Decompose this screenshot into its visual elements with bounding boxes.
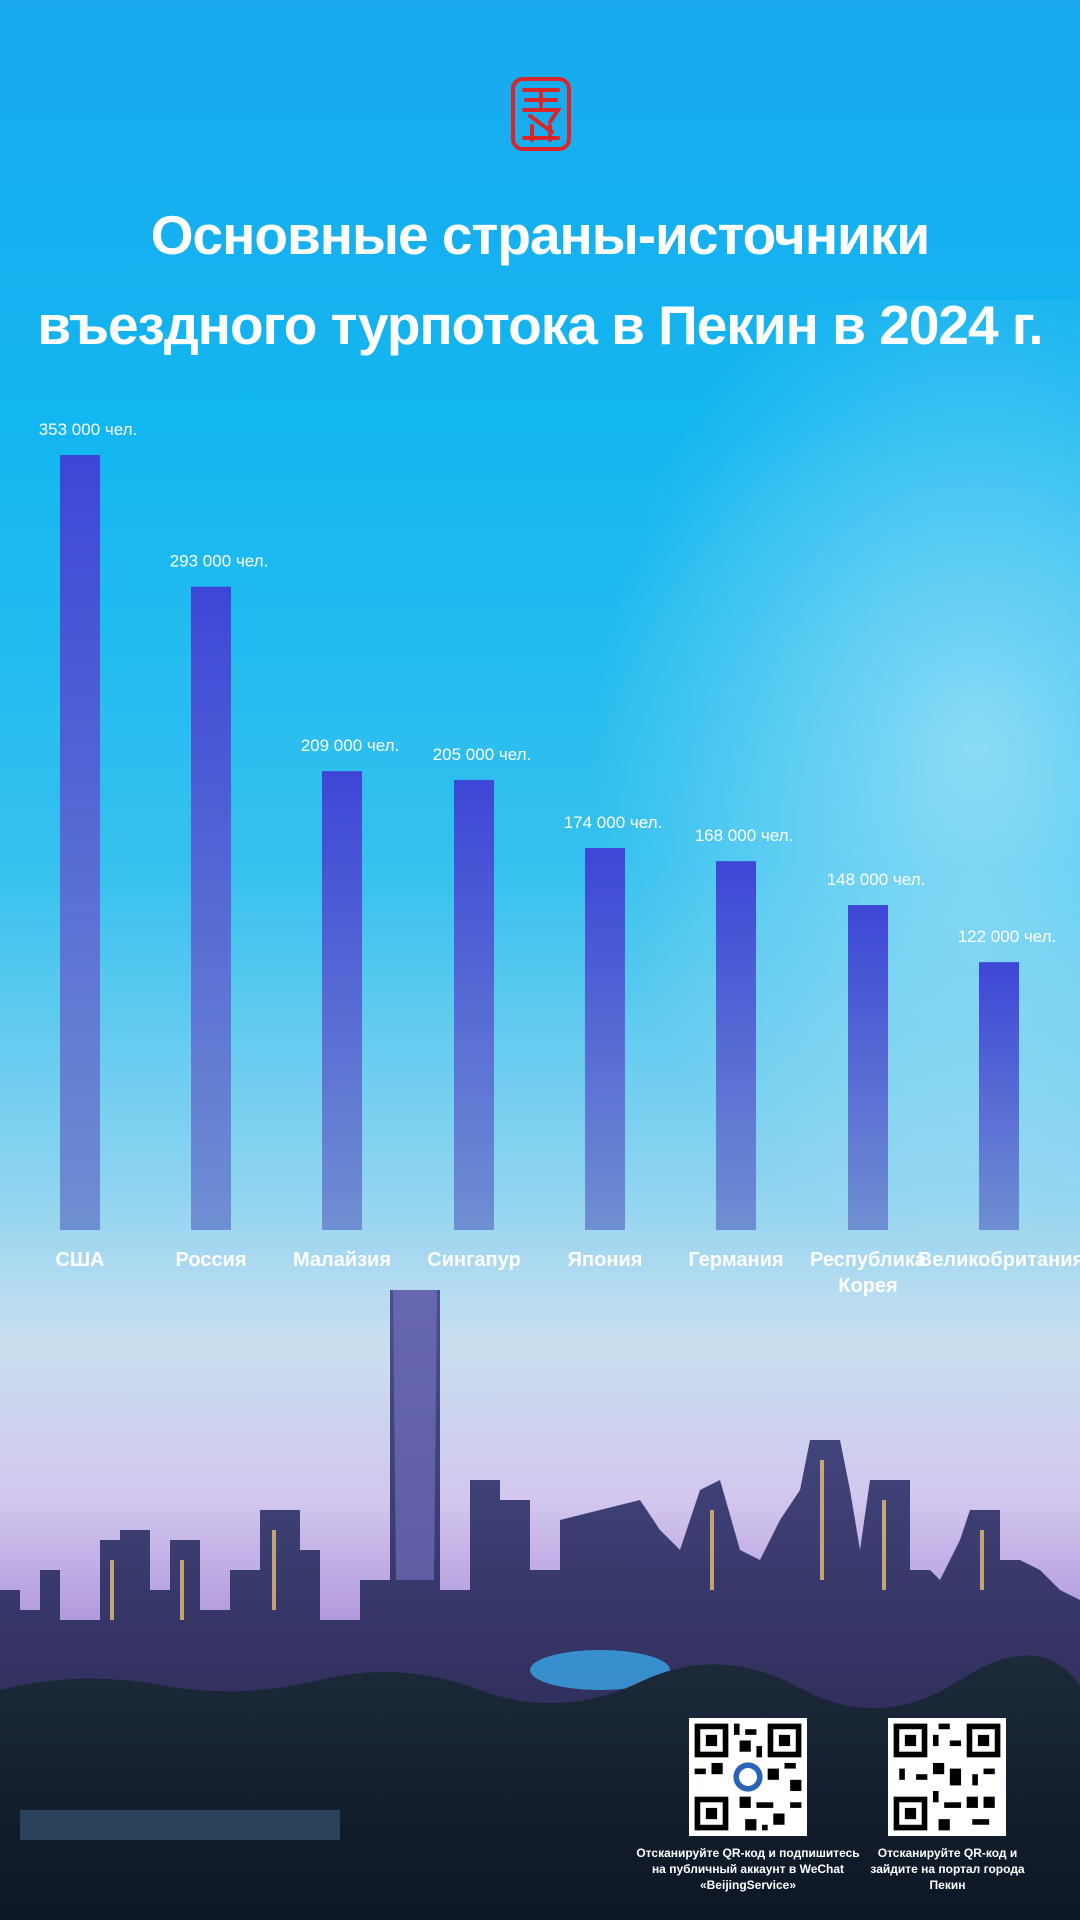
- bar-value-label: 293 000 чел.: [170, 552, 269, 571]
- bar-8: [979, 962, 1019, 1230]
- category-label: Япония: [568, 1249, 643, 1271]
- bar-value-label: 209 000 чел.: [301, 736, 400, 755]
- bar-3: [322, 771, 362, 1230]
- bar-chart: 353 000 чел. США 293 000 чел. Россия 209 000…: [39, 420, 1080, 1297]
- qr-caption-line: на публичный аккаунт в WeChat: [651, 1862, 845, 1876]
- bar-value-label: 353 000 чел.: [39, 420, 138, 439]
- bar-value-label: 122 000 чел.: [958, 927, 1057, 946]
- qr-caption-line: Пекин: [929, 1878, 966, 1892]
- bar-value-label: 168 000 чел.: [695, 826, 794, 845]
- category-label: США: [56, 1249, 105, 1271]
- bar-value-label: 174 000 чел.: [564, 813, 663, 832]
- page-title: Основные страны-источники въездного турп…: [0, 190, 1080, 370]
- city-skyline-image: [0, 1290, 1080, 1920]
- bar-5: [585, 847, 625, 1230]
- bar-4: [454, 779, 494, 1230]
- qr-caption-line: зайдите на портал города: [870, 1862, 1025, 1876]
- title-line-2: въездного турпотока в Пекин в 2024 г.: [37, 294, 1043, 356]
- category-label: Сингапур: [427, 1249, 520, 1271]
- qr-code-wechat[interactable]: [689, 1718, 807, 1836]
- category-label: Германия: [688, 1249, 783, 1271]
- bar-1: [60, 455, 100, 1230]
- category-label: Великобритания: [918, 1249, 1080, 1271]
- bar-6: [716, 861, 756, 1230]
- qr-code-portal[interactable]: [888, 1718, 1006, 1836]
- category-label: Малайзия: [293, 1249, 391, 1271]
- bar-2: [191, 586, 231, 1230]
- category-label: Республика: [810, 1249, 927, 1271]
- qr-code-icon: [694, 1723, 802, 1831]
- qr-caption-wechat: Отсканируйте QR-код и подпишитесь на пуб…: [628, 1845, 868, 1893]
- bars-layer: 353 000 чел. США 293 000 чел. Россия 209 000…: [39, 420, 1080, 1297]
- qr-caption-line: «BeijingService»: [699, 1878, 797, 1892]
- title-line-1: Основные страны-источники: [150, 204, 930, 266]
- qr-code-icon: [893, 1723, 1001, 1831]
- qr-caption-line: Отсканируйте QR-код и: [877, 1846, 1018, 1860]
- category-label: Корея: [838, 1275, 897, 1297]
- category-label: Россия: [175, 1249, 246, 1271]
- bar-value-label: 205 000 чел.: [433, 745, 532, 764]
- qr-caption-portal: Отсканируйте QR-код и зайдите на портал …: [865, 1845, 1030, 1893]
- bar-value-label: 148 000 чел.: [827, 870, 926, 889]
- seal-logo-icon: [511, 77, 571, 151]
- bar-7: [848, 905, 888, 1230]
- qr-caption-line: Отсканируйте QR-код и подпишитесь: [636, 1846, 860, 1860]
